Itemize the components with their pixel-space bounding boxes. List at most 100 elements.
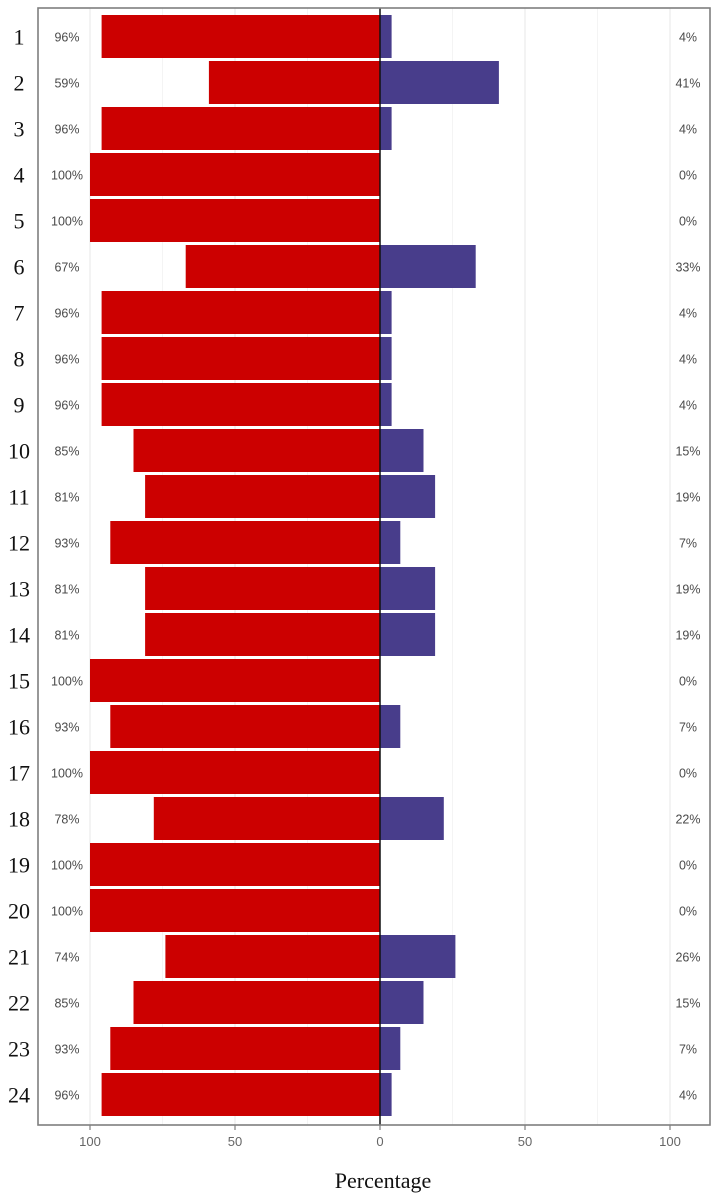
bar-left-23	[110, 1027, 381, 1070]
value-label-right-14: 19%	[675, 629, 700, 643]
bar-left-18	[153, 797, 380, 840]
bar-right-22	[380, 981, 424, 1024]
value-label-left-22: 85%	[54, 997, 79, 1011]
bar-right-21	[380, 935, 456, 978]
bar-left-10	[133, 429, 380, 472]
bar-right-10	[380, 429, 424, 472]
x-tick-label: 100	[79, 1134, 101, 1149]
value-label-right-22: 15%	[675, 997, 700, 1011]
category-label-24: 24	[8, 1083, 30, 1108]
category-label-20: 20	[8, 899, 30, 924]
x-axis: 100 50 0 50 100	[79, 1125, 681, 1149]
bar-right-1	[380, 15, 392, 58]
value-label-right-8: 4%	[679, 353, 697, 367]
category-label-17: 17	[8, 761, 30, 786]
value-label-left-9: 96%	[54, 399, 79, 413]
value-label-left-19: 100%	[51, 859, 83, 873]
value-label-left-23: 93%	[54, 1043, 79, 1057]
bar-right-23	[380, 1027, 401, 1070]
category-label-3: 3	[14, 117, 25, 142]
bar-left-12	[110, 521, 381, 564]
value-label-right-11: 19%	[675, 491, 700, 505]
value-label-right-18: 22%	[675, 813, 700, 827]
x-axis-title: Percentage	[335, 1168, 432, 1193]
value-label-left-18: 78%	[54, 813, 79, 827]
bar-right-13	[380, 567, 436, 610]
value-label-right-20: 0%	[679, 905, 697, 919]
value-label-left-21: 74%	[54, 951, 79, 965]
value-label-right-17: 0%	[679, 767, 697, 781]
bar-left-19	[90, 843, 380, 886]
bar-left-13	[145, 567, 380, 610]
value-label-right-10: 15%	[675, 445, 700, 459]
bar-left-17	[90, 751, 380, 794]
x-tick-label: 50	[228, 1134, 242, 1149]
bar-left-20	[90, 889, 380, 932]
bar-left-1	[101, 15, 380, 58]
value-label-left-7: 96%	[54, 307, 79, 321]
bar-left-14	[145, 613, 380, 656]
value-label-right-3: 4%	[679, 123, 697, 137]
category-label-6: 6	[14, 255, 25, 280]
value-label-left-5: 100%	[51, 215, 83, 229]
value-label-left-6: 67%	[54, 261, 79, 275]
category-label-16: 16	[8, 715, 30, 740]
value-label-left-4: 100%	[51, 169, 83, 183]
bar-right-11	[380, 475, 436, 518]
category-label-7: 7	[14, 301, 25, 326]
value-label-left-12: 93%	[54, 537, 79, 551]
bar-left-21	[165, 935, 380, 978]
value-label-right-5: 0%	[679, 215, 697, 229]
bar-right-6	[380, 245, 476, 288]
category-label-14: 14	[8, 623, 30, 648]
value-label-right-4: 0%	[679, 169, 697, 183]
category-label-12: 12	[8, 531, 30, 556]
bar-right-14	[380, 613, 436, 656]
bar-right-18	[380, 797, 444, 840]
value-label-left-3: 96%	[54, 123, 79, 137]
bar-left-22	[133, 981, 380, 1024]
category-label-21: 21	[8, 945, 30, 970]
category-label-11: 11	[8, 485, 29, 510]
value-label-right-16: 7%	[679, 721, 697, 735]
category-label-5: 5	[14, 209, 25, 234]
bar-right-7	[380, 291, 392, 334]
value-label-left-1: 96%	[54, 31, 79, 45]
category-label-15: 15	[8, 669, 30, 694]
bar-left-3	[101, 107, 380, 150]
value-label-left-8: 96%	[54, 353, 79, 367]
value-label-right-15: 0%	[679, 675, 697, 689]
value-label-left-20: 100%	[51, 905, 83, 919]
x-tick-label: 100	[659, 1134, 681, 1149]
value-label-right-1: 4%	[679, 31, 697, 45]
bar-right-24	[380, 1073, 392, 1116]
x-tick-label: 0	[376, 1134, 383, 1149]
category-label-9: 9	[14, 393, 25, 418]
value-label-right-7: 4%	[679, 307, 697, 321]
bar-right-16	[380, 705, 401, 748]
bar-left-5	[90, 199, 380, 242]
value-label-right-24: 4%	[679, 1089, 697, 1103]
category-label-22: 22	[8, 991, 30, 1016]
category-label-2: 2	[14, 71, 25, 96]
bar-left-9	[101, 383, 380, 426]
bar-left-11	[145, 475, 380, 518]
value-label-left-10: 85%	[54, 445, 79, 459]
value-label-left-16: 93%	[54, 721, 79, 735]
bar-left-8	[101, 337, 380, 380]
bar-left-15	[90, 659, 380, 702]
value-label-right-13: 19%	[675, 583, 700, 597]
bar-right-2	[380, 61, 499, 104]
bar-left-2	[208, 61, 380, 104]
value-label-right-12: 7%	[679, 537, 697, 551]
value-label-left-15: 100%	[51, 675, 83, 689]
value-label-left-13: 81%	[54, 583, 79, 597]
value-label-right-2: 41%	[675, 77, 700, 91]
bar-left-4	[90, 153, 380, 196]
x-tick-label: 50	[518, 1134, 532, 1149]
bar-right-9	[380, 383, 392, 426]
bar-left-6	[185, 245, 380, 288]
value-label-left-24: 96%	[54, 1089, 79, 1103]
